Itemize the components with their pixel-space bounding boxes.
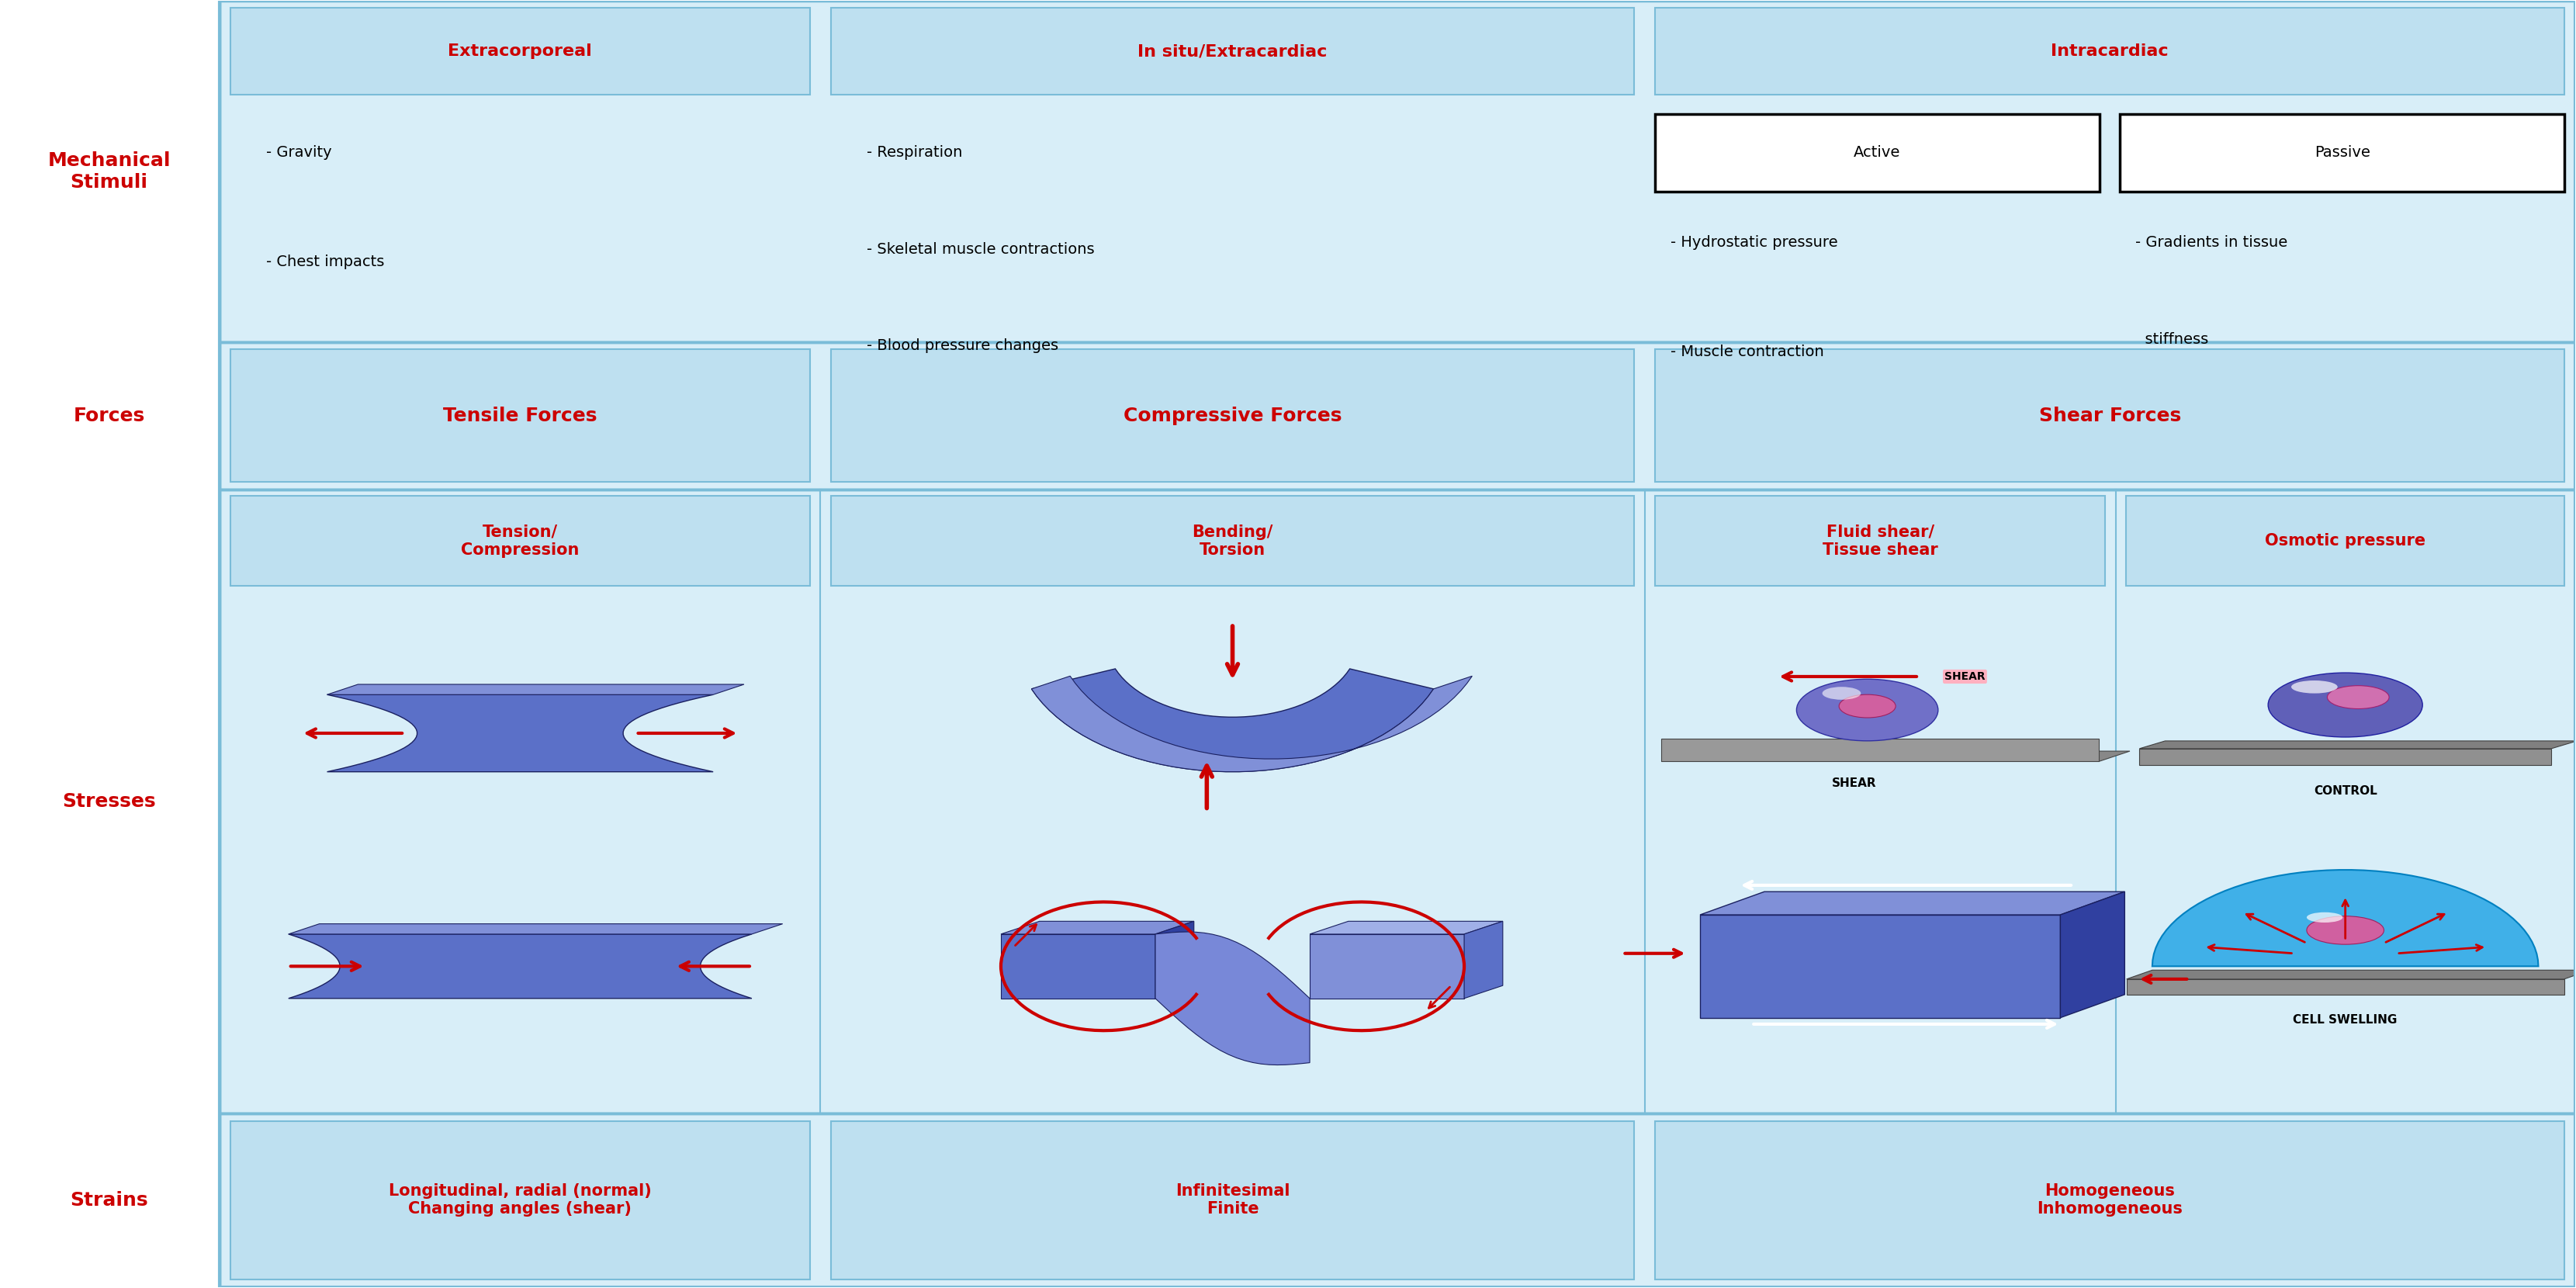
Polygon shape (2141, 741, 2576, 748)
Polygon shape (327, 684, 744, 694)
Text: Mechanical
Stimuli: Mechanical Stimuli (49, 152, 170, 192)
FancyBboxPatch shape (1654, 1121, 2566, 1279)
Text: - Gradients in tissue: - Gradients in tissue (2136, 236, 2287, 250)
FancyBboxPatch shape (1654, 349, 2566, 482)
FancyBboxPatch shape (229, 496, 809, 586)
Polygon shape (1662, 751, 2130, 761)
Polygon shape (1463, 921, 1502, 998)
Polygon shape (2154, 869, 2537, 966)
Ellipse shape (2306, 916, 2383, 944)
Text: Strains: Strains (70, 1191, 149, 1209)
Text: - Muscle contraction: - Muscle contraction (1669, 345, 1824, 359)
Polygon shape (289, 934, 752, 998)
Ellipse shape (2306, 912, 2342, 922)
Text: Passive: Passive (2313, 146, 2370, 160)
Polygon shape (327, 694, 714, 772)
Text: - Skeletal muscle contractions: - Skeletal muscle contractions (866, 242, 1095, 256)
Polygon shape (1002, 921, 1193, 934)
Text: Forces: Forces (72, 407, 144, 425)
Polygon shape (1030, 676, 1471, 772)
Text: CONTROL: CONTROL (2313, 786, 2378, 797)
Text: Shear Forces: Shear Forces (2038, 407, 2182, 425)
Text: In situ/Extracardiac: In situ/Extracardiac (1139, 44, 1327, 59)
Text: - Hydrostatic pressure: - Hydrostatic pressure (1669, 236, 1837, 250)
FancyBboxPatch shape (229, 349, 809, 482)
Polygon shape (2141, 748, 2550, 765)
Text: Bending/
Torsion: Bending/ Torsion (1193, 524, 1273, 558)
Text: Tensile Forces: Tensile Forces (443, 407, 598, 425)
Polygon shape (1154, 931, 1309, 1065)
Ellipse shape (2290, 680, 2336, 693)
Polygon shape (2061, 891, 2125, 1018)
Text: - Blood pressure changes: - Blood pressure changes (866, 339, 1059, 353)
Text: Tension/
Compression: Tension/ Compression (461, 524, 580, 558)
Polygon shape (1154, 921, 1193, 998)
FancyBboxPatch shape (2120, 115, 2566, 192)
FancyBboxPatch shape (229, 8, 809, 95)
Text: CELL SWELLING: CELL SWELLING (2293, 1015, 2398, 1027)
FancyBboxPatch shape (219, 341, 2576, 489)
FancyBboxPatch shape (1654, 8, 2566, 95)
Polygon shape (1700, 891, 2125, 914)
FancyBboxPatch shape (1654, 115, 2099, 192)
FancyBboxPatch shape (219, 489, 2576, 1113)
FancyBboxPatch shape (829, 496, 1633, 586)
Text: Longitudinal, radial (normal)
Changing angles (shear): Longitudinal, radial (normal) Changing a… (389, 1184, 652, 1217)
Text: SHEAR: SHEAR (1832, 778, 1878, 790)
Text: Stresses: Stresses (62, 792, 157, 811)
Polygon shape (1002, 934, 1154, 998)
Polygon shape (1030, 668, 1435, 772)
FancyBboxPatch shape (2125, 496, 2566, 586)
Polygon shape (289, 923, 783, 934)
Polygon shape (1309, 921, 1502, 934)
Text: - Chest impacts: - Chest impacts (265, 255, 384, 269)
Ellipse shape (1795, 679, 1937, 741)
Polygon shape (1700, 914, 2061, 1018)
Text: - Gravity: - Gravity (265, 146, 332, 160)
FancyBboxPatch shape (829, 8, 1633, 95)
Text: stiffness: stiffness (2136, 332, 2208, 346)
Ellipse shape (1821, 687, 1860, 699)
FancyBboxPatch shape (219, 1, 2576, 341)
Text: - Respiration: - Respiration (866, 146, 963, 160)
Ellipse shape (2326, 685, 2388, 708)
Polygon shape (2128, 979, 2563, 994)
Polygon shape (2128, 970, 2576, 979)
Text: SHEAR: SHEAR (1945, 671, 1986, 681)
Text: Homogeneous
Inhomogeneous: Homogeneous Inhomogeneous (2038, 1184, 2182, 1217)
FancyBboxPatch shape (829, 349, 1633, 482)
Ellipse shape (1839, 694, 1896, 717)
Ellipse shape (2267, 672, 2421, 737)
Text: Osmotic pressure: Osmotic pressure (2264, 533, 2427, 549)
Text: Fluid shear/
Tissue shear: Fluid shear/ Tissue shear (1821, 524, 1937, 558)
Text: Compressive Forces: Compressive Forces (1123, 407, 1342, 425)
Text: Intracardiac: Intracardiac (2050, 44, 2169, 59)
Text: Infinitesimal
Finite: Infinitesimal Finite (1175, 1184, 1291, 1217)
Polygon shape (1309, 934, 1463, 998)
Text: Active: Active (1855, 146, 1901, 160)
FancyBboxPatch shape (829, 1121, 1633, 1279)
FancyBboxPatch shape (219, 1113, 2576, 1287)
FancyBboxPatch shape (1654, 496, 2105, 586)
Polygon shape (1662, 738, 2099, 761)
FancyBboxPatch shape (229, 1121, 809, 1279)
Text: Extracorporeal: Extracorporeal (448, 44, 592, 59)
